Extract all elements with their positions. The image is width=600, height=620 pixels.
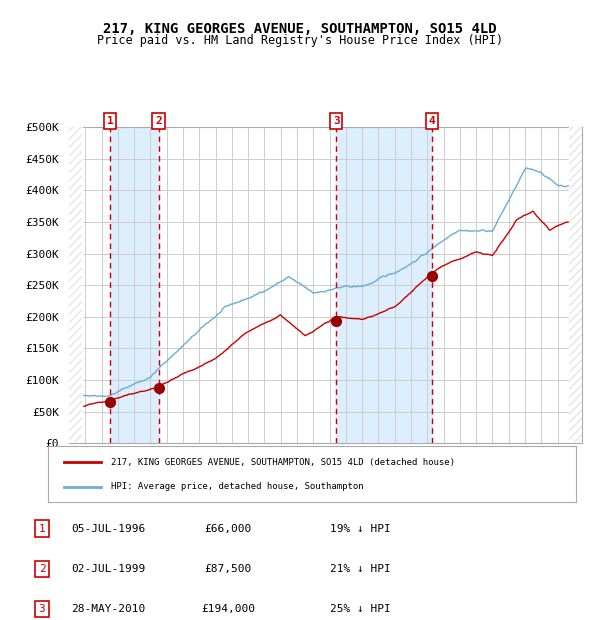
Bar [69, 127, 82, 443]
Point [154, 383, 163, 393]
Text: 217, KING GEORGES AVENUE, SOUTHAMPTON, SO15 4LD (detached house): 217, KING GEORGES AVENUE, SOUTHAMPTON, S… [112, 458, 455, 466]
Bar [69, 127, 82, 443]
Text: 21% ↓ HPI: 21% ↓ HPI [329, 564, 391, 574]
Bar [569, 127, 582, 443]
Text: 2: 2 [155, 116, 162, 126]
Bar [569, 127, 582, 443]
Text: 02-JUL-1999: 02-JUL-1999 [71, 564, 145, 574]
Text: £87,500: £87,500 [205, 564, 251, 574]
Point [427, 271, 436, 281]
Bar [336, 127, 431, 443]
Text: HPI: Average price, detached house, Southampton: HPI: Average price, detached house, Sout… [112, 482, 364, 491]
Text: 19% ↓ HPI: 19% ↓ HPI [329, 523, 391, 534]
Text: 28-MAY-2010: 28-MAY-2010 [71, 604, 145, 614]
Bar [110, 127, 158, 443]
Text: £66,000: £66,000 [205, 523, 251, 534]
Text: 05-JUL-1996: 05-JUL-1996 [71, 523, 145, 534]
Text: 3: 3 [333, 116, 340, 126]
Text: £194,000: £194,000 [201, 604, 255, 614]
Point [331, 316, 341, 326]
Text: 2: 2 [38, 564, 46, 574]
Bar [69, 127, 82, 443]
Text: 3: 3 [38, 604, 46, 614]
Text: 217, KING GEORGES AVENUE, SOUTHAMPTON, SO15 4LD: 217, KING GEORGES AVENUE, SOUTHAMPTON, S… [103, 22, 497, 36]
Text: Price paid vs. HM Land Registry's House Price Index (HPI): Price paid vs. HM Land Registry's House … [97, 34, 503, 47]
Text: 1: 1 [107, 116, 113, 126]
Point [105, 397, 115, 407]
Text: 4: 4 [428, 116, 435, 126]
Text: 25% ↓ HPI: 25% ↓ HPI [329, 604, 391, 614]
Bar [569, 127, 582, 443]
Text: 1: 1 [38, 523, 46, 534]
